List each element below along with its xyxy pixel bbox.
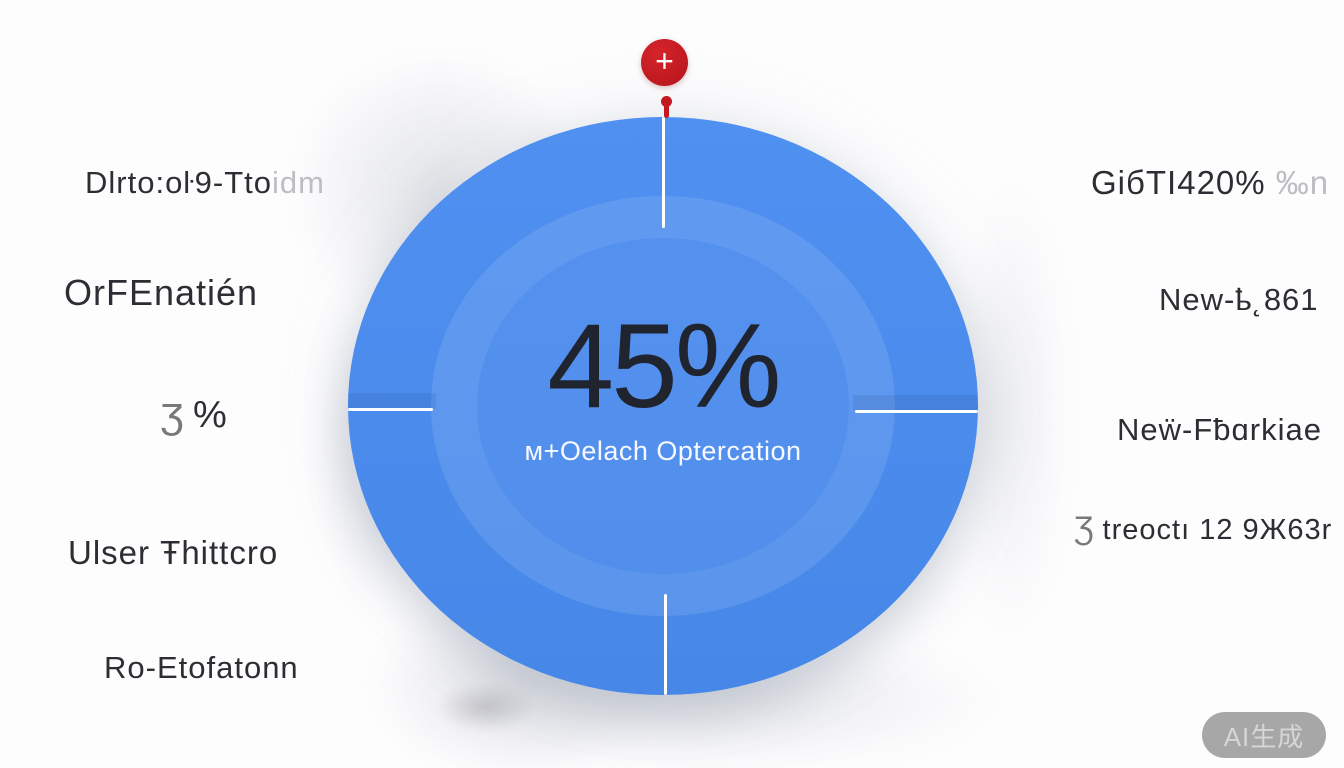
pointer-needle-icon bbox=[661, 96, 672, 107]
label-left-1: Dlrto:oŀ9-Ttoidm bbox=[85, 165, 325, 200]
label-right-1: GiбTI420% ‰n bbox=[1091, 164, 1330, 201]
label-right-2: New-ҍ˛861 bbox=[1159, 282, 1319, 317]
tick-left-mark bbox=[348, 408, 433, 411]
progress-ring bbox=[348, 117, 978, 695]
ai-generated-watermark: AI生成 bbox=[1202, 712, 1326, 758]
label-left-4: Ulser Ŧhittcro bbox=[68, 534, 279, 571]
gauge-value: 45% bbox=[547, 299, 781, 433]
add-button[interactable]: + bbox=[641, 39, 688, 86]
label-right-3: Neẅ-Fƀɑrkiae bbox=[1117, 412, 1322, 447]
squiggle-icon: Ʒ bbox=[1074, 510, 1095, 546]
tick-bottom-mark bbox=[664, 594, 667, 695]
gauge-subtitle: м+Oelach Optercation bbox=[524, 436, 802, 466]
background-smudge bbox=[436, 682, 536, 732]
left-shade-band bbox=[348, 393, 436, 408]
right-shade-band bbox=[853, 395, 978, 410]
label-left-5: Ro-Etofatonn bbox=[104, 650, 299, 685]
scribble-icon: ʒ bbox=[160, 388, 185, 437]
label-left-2: OrFEnatién bbox=[64, 272, 259, 313]
plus-icon: + bbox=[655, 43, 674, 79]
tick-right-mark bbox=[855, 410, 978, 413]
pointer-needle-icon bbox=[664, 104, 669, 118]
label-left-3: ʒ% bbox=[160, 388, 228, 437]
tick-top-mark bbox=[662, 117, 665, 228]
progress-ring-inner bbox=[477, 238, 849, 574]
